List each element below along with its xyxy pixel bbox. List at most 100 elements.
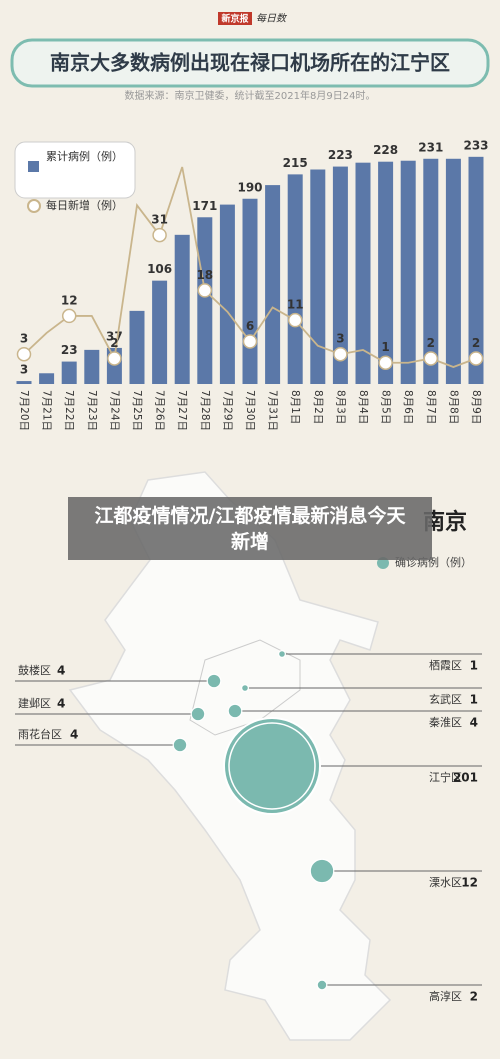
line-marker: [468, 351, 484, 366]
logo-masthead: 新京报: [221, 13, 248, 25]
map-district-border: [189, 639, 301, 736]
bar: [423, 158, 439, 384]
bar: [242, 198, 258, 384]
data-label: 18: [196, 268, 213, 282]
bar: [61, 361, 77, 384]
line-marker: [61, 308, 77, 324]
bubble: [223, 717, 321, 815]
bubble: [172, 737, 188, 753]
legend-marker: [377, 557, 389, 569]
bubble: [206, 673, 222, 689]
bar: [39, 373, 55, 384]
data-label: 3: [336, 332, 344, 346]
data-label: 31: [151, 213, 168, 227]
legend-marker: [27, 199, 41, 213]
line-marker: [152, 227, 167, 243]
bar: [197, 217, 213, 384]
district-value: 1: [470, 693, 478, 707]
x-tick-label: 7月25日: [131, 390, 143, 431]
bar: [219, 204, 235, 384]
bar: [400, 160, 416, 384]
bar: [265, 185, 281, 384]
x-tick-label: 7月31日: [267, 390, 279, 431]
district-value: 4: [70, 728, 78, 742]
x-tick-label: 7月30日: [244, 390, 256, 431]
bubble: [278, 650, 286, 658]
logo-brand: 每日数: [256, 13, 288, 25]
district-label: 高淳区: [429, 989, 462, 1003]
x-tick-label: 7月26日: [154, 390, 166, 431]
bubble: [241, 684, 249, 692]
bubble: [227, 703, 243, 719]
data-label: 6: [246, 319, 254, 333]
district-value: 12: [461, 876, 478, 890]
bar: [378, 161, 394, 384]
district-value: 2: [470, 990, 478, 1004]
logo-box: [218, 12, 252, 25]
bar: [174, 234, 190, 384]
district-label: 江宁区: [429, 770, 462, 784]
x-tick-label: 7月28日: [199, 390, 211, 431]
title-banner: [10, 38, 490, 88]
line-marker: [197, 283, 213, 298]
district-value: 4: [470, 716, 478, 730]
data-label: 231: [418, 140, 443, 154]
bubble: [190, 706, 206, 722]
district-label: 雨花台区: [18, 727, 62, 741]
district-label: 鼓楼区: [18, 663, 51, 677]
data-label: 106: [147, 262, 172, 276]
line-marker: [242, 334, 258, 349]
x-tick-label: 7月27日: [176, 390, 188, 431]
data-label: 2: [427, 336, 435, 350]
legend-label: 累计病例（例）: [46, 149, 123, 163]
district-value: 4: [57, 697, 65, 711]
chart-subtitle: 数据来源：南京卫健委，统计截至2021年8月9日24时。: [125, 89, 376, 102]
x-tick-label: 7月24日: [108, 390, 120, 431]
bar: [445, 158, 461, 384]
x-tick-label: 8月2日: [312, 390, 324, 424]
x-tick-label: 8月6日: [402, 390, 414, 424]
x-tick-label: 8月4日: [357, 390, 369, 424]
data-label: 190: [237, 180, 262, 194]
bar: [332, 166, 348, 384]
x-tick-label: 8月9日: [470, 390, 482, 424]
bubble-ring: [228, 722, 316, 810]
legend-box: [14, 141, 136, 199]
line-marker: [107, 351, 122, 366]
overlay-title: 江都疫情情况/江都疫情最新消息今天新增: [68, 497, 432, 560]
x-tick-label: 8月1日: [289, 390, 301, 424]
data-label: 228: [373, 143, 398, 157]
x-tick-label: 7月22日: [63, 390, 75, 431]
district-label: 溧水区: [429, 875, 462, 889]
data-label: 223: [328, 148, 353, 162]
legend-marker: [28, 161, 39, 172]
district-value: 201: [453, 771, 478, 785]
bubble: [309, 858, 335, 884]
line-marker: [423, 351, 439, 366]
data-label: 3: [20, 363, 28, 377]
data-label: 2: [472, 336, 480, 350]
x-tick-label: 7月23日: [86, 390, 98, 431]
chart-title: 南京大多数病例出现在禄口机场所在的江宁区: [50, 51, 450, 75]
data-label: 12: [61, 293, 78, 307]
data-label: 1: [381, 340, 389, 354]
x-tick-label: 7月20日: [18, 390, 30, 431]
line-marker: [333, 346, 348, 362]
bar: [310, 169, 326, 384]
district-value: 1: [470, 659, 478, 673]
x-tick-label: 8月8日: [447, 390, 459, 424]
bar: [84, 349, 100, 384]
line-marker: [287, 312, 303, 328]
bar: [16, 381, 32, 384]
x-tick-label: 7月21日: [41, 390, 53, 431]
district-label: 秦淮区: [429, 715, 462, 729]
data-label: 233: [463, 138, 488, 152]
bubble: [316, 979, 328, 991]
bar: [355, 162, 371, 384]
bar: [129, 310, 145, 384]
data-label: 171: [192, 199, 217, 213]
x-tick-label: 8月7日: [425, 390, 437, 424]
x-tick-label: 7月29日: [221, 390, 233, 431]
data-label: 215: [283, 156, 308, 170]
data-label: 23: [61, 343, 78, 357]
